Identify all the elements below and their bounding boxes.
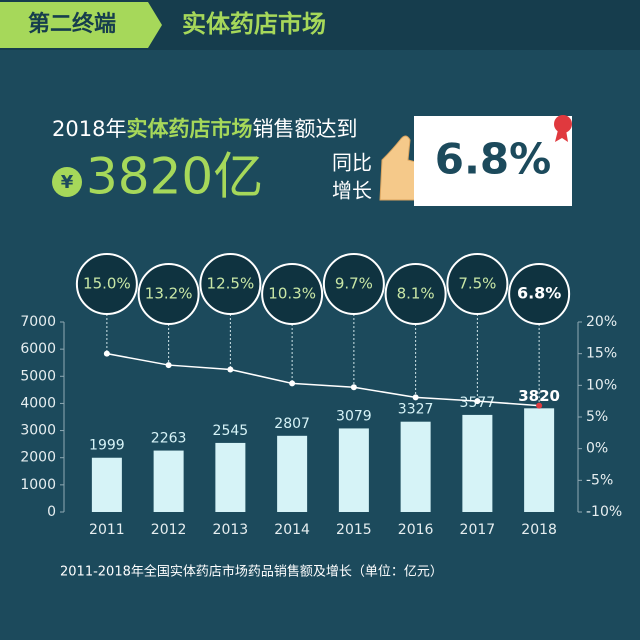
y2-tick-label: 0% — [586, 441, 608, 457]
headline: 2018年实体药店市场销售额达到 — [52, 117, 357, 141]
growth-card — [414, 116, 572, 206]
y-tick-label: 7000 — [20, 314, 56, 330]
y2-tick-label: 10% — [586, 377, 617, 393]
bubble — [75, 253, 138, 315]
point — [165, 362, 172, 369]
x-tick-label: 2018 — [521, 522, 557, 538]
bar-label: 2263 — [151, 431, 187, 447]
x-tick-label: 2017 — [460, 522, 496, 538]
bar — [215, 442, 246, 512]
plot: 0 1000 2000 3000 4000 5000 6000 7000 -10% -5% 0% 5%… — [20, 253, 622, 538]
currency-circle — [52, 167, 82, 197]
bubble — [508, 263, 571, 325]
hand-icon — [379, 135, 417, 201]
ribbon — [554, 115, 572, 133]
x-tick-label: 2014 — [274, 522, 310, 538]
y-tick-label: 6000 — [20, 341, 56, 357]
x-tick-label: 2013 — [213, 522, 249, 538]
tag-bg — [0, 2, 162, 48]
y-tick-label: 0 — [47, 504, 56, 520]
growth-line — [106, 352, 540, 407]
point-label: 7.5% — [458, 275, 496, 293]
point — [227, 366, 234, 373]
x-tick-label: 2015 — [336, 522, 372, 538]
point — [289, 380, 296, 387]
bar — [338, 428, 369, 512]
point — [350, 384, 357, 391]
bar — [462, 414, 493, 512]
yoy-2: 增长 — [332, 179, 372, 203]
bubble — [446, 253, 509, 315]
bar-label: 1999 — [89, 438, 125, 454]
y-tick-label: 5000 — [20, 368, 56, 384]
bubble — [322, 253, 385, 315]
ribbon-tail — [555, 130, 568, 142]
bubble — [384, 263, 447, 325]
point-label: 15.0% — [83, 275, 131, 293]
x-tick-label: 2011 — [89, 522, 125, 538]
y2-tick-label: 15% — [586, 346, 617, 362]
bar — [524, 408, 555, 512]
bar — [153, 450, 184, 512]
currency: ¥ — [61, 172, 74, 193]
growth: 6.8% — [435, 135, 551, 184]
point — [412, 394, 419, 401]
point-label: 8.1% — [397, 285, 435, 303]
point-label: 10.3% — [268, 285, 316, 303]
amount: 3820亿 — [86, 148, 263, 206]
point — [536, 402, 543, 409]
y2-tick-label: -10% — [586, 504, 622, 520]
bar-label: 2807 — [274, 416, 310, 432]
y2-tick-label: 20% — [586, 314, 617, 330]
y2-tick-label: 5% — [586, 409, 608, 425]
yoy-1: 同比 — [332, 151, 372, 175]
x-tick-label: 2016 — [398, 522, 434, 538]
bubble — [137, 263, 200, 325]
bubble — [199, 253, 262, 315]
point-label: 12.5% — [207, 275, 255, 293]
y-tick-label: 4000 — [20, 395, 56, 411]
point — [103, 350, 110, 357]
y-tick-label: 2000 — [20, 450, 56, 466]
y-tick-label: 3000 — [20, 423, 56, 439]
caption: 2011-2018年全国实体药店市场药品销售额及增长（单位：亿元） — [60, 564, 443, 580]
headline-market: 实体药店市场 — [126, 117, 252, 141]
y-tick-label: 1000 — [20, 477, 56, 493]
bar-label: 3079 — [336, 408, 372, 424]
tag: 第二终端 — [28, 11, 116, 37]
headline-rest: 销售额达到 — [252, 117, 357, 141]
bar — [91, 457, 122, 512]
bar-label: 3820 — [518, 387, 560, 405]
bubble — [261, 263, 324, 325]
bar — [277, 435, 308, 512]
point — [474, 398, 481, 405]
bar-label: 2545 — [213, 423, 249, 439]
headline-year: 2018年 — [52, 117, 126, 141]
bar-label: 3327 — [398, 402, 434, 418]
bar — [400, 421, 431, 512]
point-label: 13.2% — [145, 285, 193, 303]
point-label: 6.8% — [517, 284, 561, 303]
y2-tick-label: -5% — [586, 472, 613, 488]
x-tick-label: 2012 — [151, 522, 187, 538]
point-label: 9.7% — [335, 275, 373, 293]
title: 实体药店市场 — [182, 10, 326, 38]
